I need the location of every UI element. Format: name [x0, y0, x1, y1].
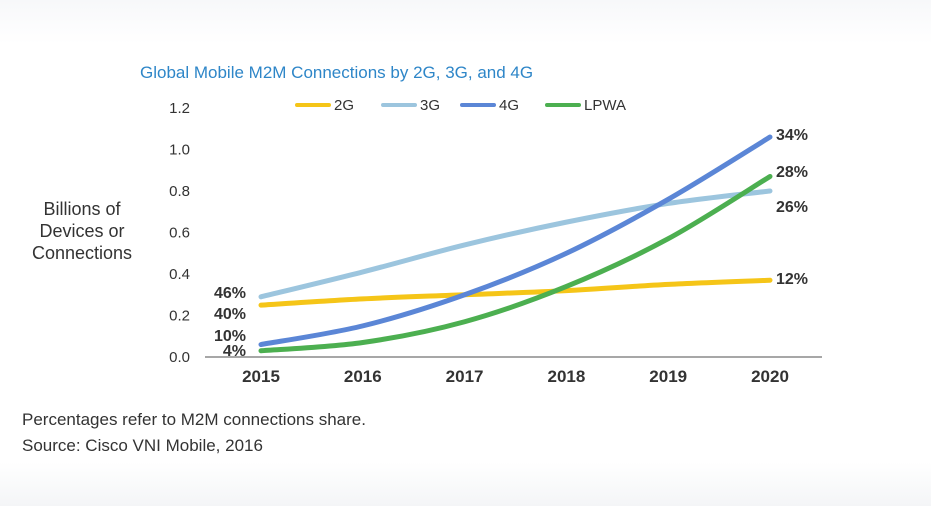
- y-tick-0-6: 0.6: [169, 225, 190, 242]
- y-tick-0-2: 0.2: [169, 308, 190, 325]
- y-axis-ticks: 0.0 0.2 0.4 0.6 0.8 1.0 1.2: [169, 100, 190, 366]
- y-label-line-0: Billions of: [43, 199, 121, 219]
- legend-label-2g: 2G: [334, 97, 354, 114]
- end-share-3g: 26%: [776, 199, 808, 216]
- x-tick-2016: 2016: [344, 367, 382, 386]
- end-share-lpwa: 28%: [776, 164, 808, 181]
- legend-label-lpwa: LPWA: [584, 97, 626, 114]
- x-tick-2017: 2017: [446, 367, 484, 386]
- series-line-2g: [258, 277, 773, 308]
- m2m-connections-chart: Global Mobile M2M Connections by 2G, 3G,…: [32, 63, 822, 386]
- x-tick-2020: 2020: [751, 367, 789, 386]
- share-labels: 40% 12% 46% 26% 10% 34% 4% 28%: [214, 127, 808, 360]
- x-tick-2018: 2018: [547, 367, 585, 386]
- x-tick-2019: 2019: [649, 367, 687, 386]
- y-tick-1-0: 1.0: [169, 142, 190, 159]
- y-tick-0-8: 0.8: [169, 183, 190, 200]
- footnote-note: Percentages refer to M2M connections sha…: [22, 410, 366, 429]
- x-axis-ticks: 2015 2016 2017 2018 2019 2020: [242, 367, 789, 386]
- y-label-line-1: Devices or: [39, 221, 124, 241]
- series-line-3g: [258, 188, 773, 300]
- y-tick-1-2: 1.2: [169, 100, 190, 117]
- legend: 2G 3G 4G LPWA: [295, 97, 626, 114]
- series-line-4g: [258, 134, 773, 348]
- start-share-4g: 10%: [214, 328, 246, 345]
- y-tick-0-0: 0.0: [169, 349, 190, 366]
- legend-label-4g: 4G: [499, 97, 519, 114]
- x-tick-2015: 2015: [242, 367, 280, 386]
- header-band: [0, 0, 931, 44]
- series-line-lpwa: [258, 173, 773, 354]
- footer-band: [0, 462, 931, 506]
- end-share-2g: 12%: [776, 271, 808, 288]
- end-share-4g: 34%: [776, 127, 808, 144]
- y-tick-0-4: 0.4: [169, 266, 190, 283]
- start-share-2g: 40%: [214, 306, 246, 323]
- start-share-3g: 46%: [214, 285, 246, 302]
- chart-title: Global Mobile M2M Connections by 2G, 3G,…: [140, 63, 533, 82]
- footnote-source: Source: Cisco VNI Mobile, 2016: [22, 436, 263, 455]
- y-label-line-2: Connections: [32, 243, 132, 263]
- series-lines: [258, 134, 773, 354]
- legend-label-3g: 3G: [420, 97, 440, 114]
- start-share-lpwa: 4%: [223, 343, 246, 360]
